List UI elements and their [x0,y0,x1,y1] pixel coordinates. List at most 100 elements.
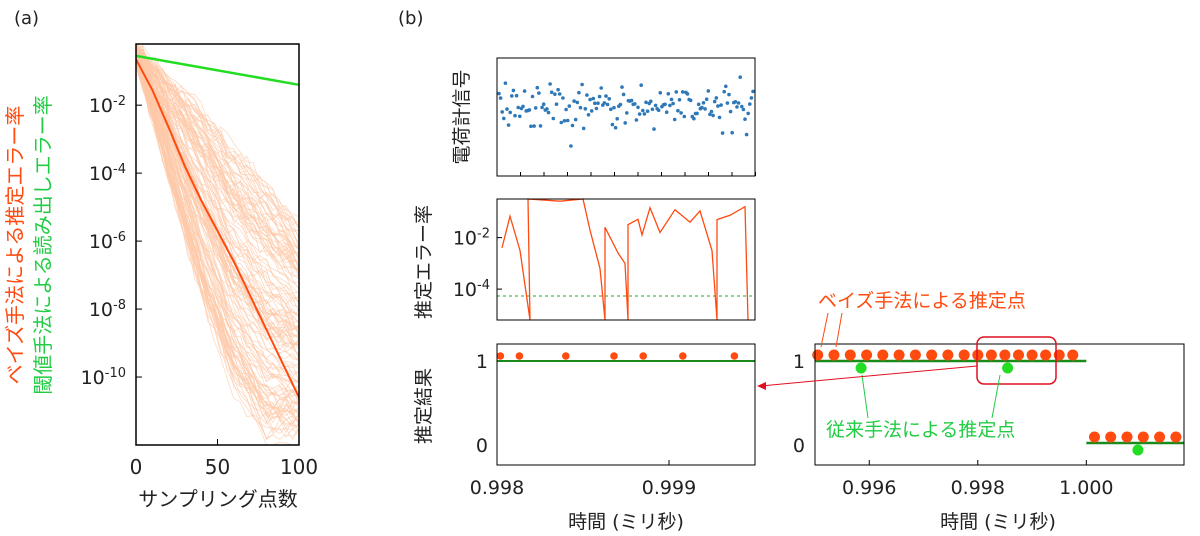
trial-curve [135,55,300,289]
panel-b-label: (b) [398,8,423,29]
conventional-point [855,362,867,374]
conventional-point [1132,444,1144,456]
trial-curve [135,51,300,304]
bayes-point [1013,349,1024,361]
signal-point [540,105,544,110]
bayes-point [1089,431,1100,443]
signal-point [663,102,667,107]
signal-point [704,97,709,101]
signal-point [720,131,725,135]
bayes-point [496,352,505,360]
signal-point [585,93,589,97]
trial-curve [135,60,300,434]
bayes-point [1040,349,1052,361]
signal-point [530,94,535,99]
signal-point [591,96,596,101]
signal-point [511,88,516,93]
signal-point [577,90,581,95]
signal-point [712,99,717,104]
signal-point [652,127,656,131]
bayes-point [926,349,938,361]
signal-point [669,97,674,102]
signal-point [588,97,592,102]
signal-point [557,92,562,96]
signal-point [620,85,624,89]
bayes-point [942,349,954,361]
xtick-label: 0.998 [470,477,524,499]
trial-curve [135,50,300,320]
trial-curve [135,51,300,426]
signal-point [583,107,588,111]
signal-point [535,85,540,90]
signal-point [692,116,696,121]
signal-point [658,91,663,95]
error-rate-panel: 10-2 10-4 推定エラー率 [413,198,756,321]
signal-point [644,100,648,105]
signal-point [597,94,602,99]
signal-point [664,110,669,114]
ytick-label: 10-4 [453,278,490,302]
bayes-point [1026,349,1038,361]
signal-point [668,103,672,108]
signal-point [623,121,627,125]
signal-point [744,132,749,137]
signal-point [607,97,611,101]
signal-point [735,105,739,109]
signal-ticks [496,172,756,176]
signal-point [500,110,505,114]
signal-point [541,102,546,106]
result-xlabel-left: 時間 (ミリ秒) [568,511,684,533]
bayes-point [972,349,984,361]
signal-point [532,124,536,128]
signal-point [508,110,512,115]
signal-point [671,101,675,106]
trial-curve [135,43,300,237]
signal-point [722,89,726,94]
bayes-arrow-1 [820,312,829,348]
xtick-label: 50 [205,455,230,479]
bayes-point [1067,349,1079,361]
signal-point [637,112,642,116]
connector-arrowhead [757,382,766,390]
signal-point [567,104,572,108]
panel-a-xticks: 0 50 100 [130,439,318,479]
signal-point [740,104,744,109]
panel-a: 10-2 10-4 10-6 10-8 10-10 0 50 100 サンプリング点数 ベイ… [3,43,318,511]
bayes-point [893,349,905,361]
signal-point [522,89,527,93]
bayes-point [999,349,1011,361]
signal-point [506,123,511,127]
bayes-points-left [496,352,739,360]
ytick-label: 10-4 [89,162,126,186]
signal-point [639,83,643,87]
signal-point [696,102,701,107]
signal-point [634,118,639,122]
xtick-label: 0 [130,455,143,479]
signal-point [688,98,693,103]
trial-curve [135,57,300,393]
xtick-label: 0.999 [642,477,696,499]
signal-point [556,87,560,92]
trial-curve [135,54,300,426]
bayes-point [1154,431,1166,443]
signal-point [581,126,586,131]
trial-curve [135,53,300,324]
panel-a-label: (a) [14,8,39,29]
bayes-point [679,352,687,360]
result-ticks-right: 0.996 0.998 1.000 1 0 [793,351,1114,499]
result-xlabel-right: 時間 (ミリ秒) [940,511,1056,533]
signal-point [527,108,532,112]
trial-curve [135,45,300,270]
signal-point [618,102,623,107]
signal-point [529,124,533,129]
signal-point [613,125,618,130]
signal-point [513,113,517,118]
bayes-arrow-2 [835,312,843,348]
highlight-connector [759,365,978,387]
result-frame-left [496,343,756,466]
trial-curve [135,55,300,349]
signal-point [685,92,690,96]
signal-point [738,75,742,79]
signal-point [549,90,554,95]
